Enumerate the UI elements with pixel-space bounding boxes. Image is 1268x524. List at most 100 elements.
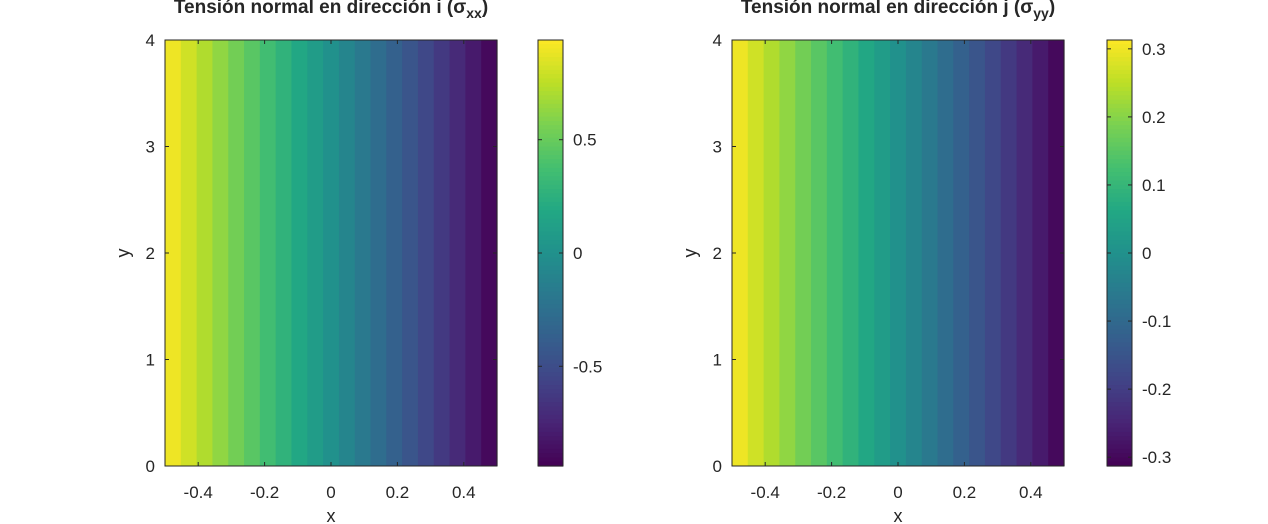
colorbar-segment — [538, 304, 563, 309]
colorbar-segment — [1107, 235, 1132, 241]
colorbar-segment — [538, 368, 563, 373]
heatmap-cell — [1000, 40, 1018, 466]
x-tick-label: -0.2 — [250, 483, 279, 502]
colorbar-segment — [538, 172, 563, 177]
colorbar-segment — [538, 184, 563, 190]
y-tick-label: 2 — [146, 244, 155, 263]
colorbar-segment — [1107, 253, 1132, 258]
heatmap-cell — [402, 40, 419, 466]
colorbar-segment — [538, 129, 563, 135]
colorbar-segment — [1107, 299, 1132, 305]
heatmap-cell — [921, 40, 939, 466]
heatmap-cell — [323, 40, 340, 466]
title-end: ) — [1049, 0, 1055, 18]
colorbar-segment — [1107, 287, 1132, 292]
colorbar-segment — [538, 453, 563, 459]
colorbar-segment — [1107, 120, 1132, 126]
heatmap-cell — [1032, 40, 1049, 466]
colorbar-segment — [538, 120, 563, 126]
colorbar-segment — [1107, 270, 1132, 275]
colorbar-segment — [1107, 363, 1132, 369]
y-tick-label: 4 — [713, 31, 722, 50]
colorbar-tick-label: -0.3 — [1142, 448, 1171, 467]
x-axis-label: x — [327, 506, 336, 524]
heatmap-cell — [842, 40, 860, 466]
colorbar-segment — [1107, 457, 1132, 463]
heatmap-cell — [180, 40, 198, 466]
y-tick-label: 3 — [713, 138, 722, 157]
heatmap-cell — [386, 40, 403, 466]
colorbar-segment — [1107, 52, 1132, 58]
colorbar-segment — [538, 235, 563, 241]
y-tick-label: 3 — [146, 138, 155, 157]
colorbar-segment — [1107, 291, 1132, 297]
colorbar-segment — [1107, 265, 1132, 271]
colorbar-segment — [1107, 410, 1132, 416]
heatmap-cell — [465, 40, 482, 466]
colorbar-segment — [1107, 368, 1132, 373]
colorbar-segment — [1107, 321, 1132, 327]
colorbar-segment — [1107, 376, 1132, 382]
colorbar-segment — [538, 78, 563, 84]
colorbar-segment — [1107, 197, 1132, 203]
colorbar-segment — [1107, 248, 1132, 254]
colorbar-segment — [1107, 316, 1132, 322]
colorbar-segment — [538, 308, 563, 314]
colorbar-segment — [538, 278, 563, 284]
colorbar-segment — [1107, 146, 1132, 152]
colorbar-segment — [538, 393, 563, 399]
colorbar-segment — [1107, 159, 1132, 165]
colorbar-segment — [1107, 227, 1132, 233]
colorbar-segment — [1107, 99, 1132, 105]
colorbar-segment — [1107, 223, 1132, 229]
subplot-1: -0.4 -0.2 0 0.2 0.4 0 1 2 3 4 x y Tensión normal en … — [113, 0, 602, 524]
colorbar-tick-label: 0.5 — [573, 131, 597, 150]
colorbar-tick-label: 0 — [573, 244, 582, 263]
colorbar-segment — [1107, 103, 1132, 109]
colorbar-segment — [538, 444, 563, 450]
colorbar-segment — [1107, 397, 1132, 403]
colorbar-segment — [538, 57, 563, 62]
colorbar-segment — [538, 338, 563, 344]
y-tick-label: 1 — [146, 351, 155, 370]
chart-title: Tensión normal en dirección j (σyy) — [741, 0, 1055, 21]
colorbar-segment — [1107, 129, 1132, 135]
heatmap-cell — [417, 40, 435, 466]
colorbar-segment — [1107, 108, 1132, 114]
heatmap-cell — [338, 40, 356, 466]
colorbar-segment — [538, 282, 563, 288]
colorbar-segment — [538, 163, 563, 169]
colorbar-segment — [538, 402, 563, 407]
colorbar-segment — [1107, 282, 1132, 288]
colorbar-segment — [538, 461, 563, 467]
colorbar-segment — [1107, 193, 1132, 199]
y-tick-label: 0 — [146, 457, 155, 476]
colorbar-segment — [538, 253, 563, 258]
colorbar-segment — [538, 74, 563, 79]
colorbar-segment — [538, 376, 563, 382]
x-tick-label: -0.4 — [751, 483, 780, 502]
colorbar-segment — [538, 389, 563, 395]
heatmap-cell — [433, 40, 451, 466]
heatmap-cell — [984, 40, 1002, 466]
colorbar-segment — [1107, 218, 1132, 224]
colorbar-segment — [538, 385, 563, 390]
x-tick-label: 0 — [326, 483, 335, 502]
colorbar-segment — [538, 380, 563, 386]
heatmap-cell — [165, 40, 182, 466]
heatmap-cell — [1016, 40, 1033, 466]
colorbar-segment — [538, 40, 563, 45]
colorbar-segment — [538, 257, 563, 263]
colorbar-segment — [538, 448, 563, 454]
colorbar-tick-label: -0.1 — [1142, 312, 1171, 331]
x-tick-label: -0.2 — [817, 483, 846, 502]
colorbar-segment — [1107, 453, 1132, 459]
colorbar-segment — [538, 155, 563, 160]
colorbar-segment — [1107, 74, 1132, 79]
colorbar-segment — [1107, 278, 1132, 284]
colorbar-segment — [538, 342, 563, 348]
colorbar-segment — [538, 116, 563, 122]
colorbar-segment — [1107, 261, 1132, 267]
colorbar-segment — [538, 133, 563, 139]
